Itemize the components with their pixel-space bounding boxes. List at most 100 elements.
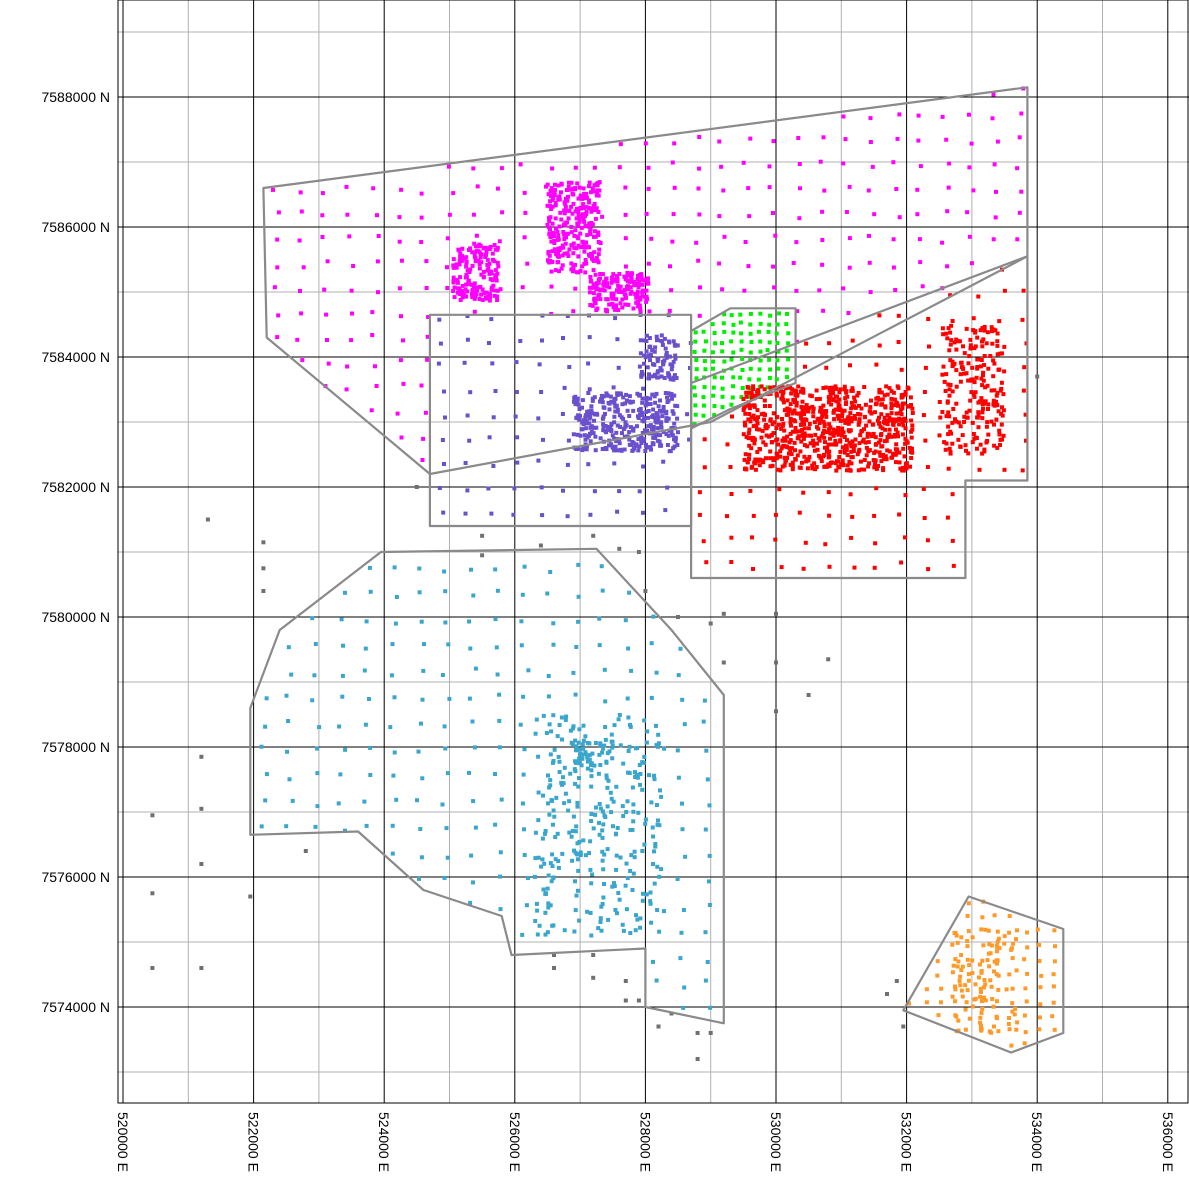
sample-point xyxy=(573,738,578,743)
sample-point xyxy=(827,513,832,518)
sample-point xyxy=(946,466,951,471)
sample-point xyxy=(910,423,915,428)
sample-point xyxy=(415,798,419,803)
sample-point xyxy=(751,413,756,418)
sample-point xyxy=(672,342,677,347)
sample-point xyxy=(995,343,1000,348)
sample-point xyxy=(594,297,599,301)
sample-point xyxy=(484,252,488,257)
sample-point xyxy=(566,231,571,236)
sample-point xyxy=(264,772,269,777)
sample-point xyxy=(830,385,835,390)
sample-point xyxy=(621,395,626,400)
sample-point xyxy=(651,614,656,619)
sample-point xyxy=(636,437,641,442)
sample-point xyxy=(801,390,806,395)
sample-point xyxy=(615,274,619,279)
sample-point xyxy=(903,426,908,431)
sample-point xyxy=(367,697,371,701)
sample-point xyxy=(940,410,945,414)
sample-point xyxy=(571,309,576,314)
sample-point xyxy=(548,570,553,574)
sample-point xyxy=(588,229,593,234)
sample-point xyxy=(826,657,831,662)
sample-point xyxy=(881,457,886,462)
sample-point xyxy=(549,193,554,198)
sample-point xyxy=(801,405,806,410)
sample-point xyxy=(950,538,955,543)
sample-point xyxy=(478,255,483,260)
sample-point xyxy=(598,743,603,748)
sample-point xyxy=(685,412,690,417)
sample-point xyxy=(853,399,858,404)
sample-point xyxy=(856,422,861,427)
sample-point xyxy=(586,245,590,250)
sample-point xyxy=(618,425,623,429)
sample-point xyxy=(643,277,648,282)
sample-point xyxy=(518,162,523,167)
sample-point xyxy=(774,387,779,392)
sample-point xyxy=(596,926,601,931)
sample-point xyxy=(885,448,890,453)
sample-point xyxy=(568,187,573,192)
sample-point xyxy=(553,187,557,192)
sample-point xyxy=(764,433,769,438)
sample-point xyxy=(995,939,1000,944)
sample-point xyxy=(299,209,304,214)
sample-point xyxy=(849,419,854,424)
sample-point xyxy=(648,402,653,406)
sample-point xyxy=(486,266,491,271)
sample-point xyxy=(632,855,637,860)
sample-point xyxy=(631,280,636,284)
sample-point xyxy=(987,964,992,969)
sample-point xyxy=(753,467,758,472)
sample-point xyxy=(485,257,490,262)
sample-point xyxy=(401,338,405,343)
sample-point xyxy=(644,333,649,338)
sample-point xyxy=(549,207,554,211)
sample-point xyxy=(637,444,642,449)
sample-point xyxy=(1023,412,1028,417)
sample-point xyxy=(762,417,767,422)
sample-point xyxy=(463,275,468,280)
sample-point xyxy=(880,426,885,431)
sample-point xyxy=(805,444,810,449)
sample-point xyxy=(1004,987,1009,992)
sample-point xyxy=(460,289,465,293)
sample-point xyxy=(588,415,593,420)
sample-point xyxy=(613,444,618,449)
sample-point xyxy=(1014,968,1019,973)
sample-point xyxy=(621,928,626,933)
sample-point xyxy=(657,439,662,444)
sample-point xyxy=(782,455,787,460)
sample-point xyxy=(476,258,481,263)
sample-point xyxy=(897,416,902,421)
sample-point xyxy=(578,853,583,857)
sample-point xyxy=(364,823,369,828)
sample-point xyxy=(589,208,594,213)
sample-point xyxy=(441,510,446,515)
sample-point xyxy=(874,466,879,471)
sample-point xyxy=(874,486,879,491)
sample-point xyxy=(924,987,929,992)
sample-point xyxy=(836,416,841,421)
sample-point xyxy=(998,437,1003,442)
sample-point xyxy=(995,929,1000,934)
sample-point xyxy=(664,353,669,358)
sample-point xyxy=(561,775,565,780)
sample-point xyxy=(585,909,590,914)
sample-point xyxy=(652,349,657,354)
sample-point xyxy=(205,517,210,522)
sample-point xyxy=(576,270,581,275)
sample-point xyxy=(849,461,854,466)
sample-point xyxy=(682,722,687,727)
sample-point xyxy=(812,461,817,466)
sample-point xyxy=(622,434,627,439)
sample-point xyxy=(638,782,642,787)
sample-point xyxy=(680,801,684,806)
sample-point xyxy=(982,447,987,452)
sample-point xyxy=(755,393,760,398)
sample-point xyxy=(468,900,473,905)
sample-point xyxy=(496,264,501,269)
sample-point xyxy=(636,414,640,419)
